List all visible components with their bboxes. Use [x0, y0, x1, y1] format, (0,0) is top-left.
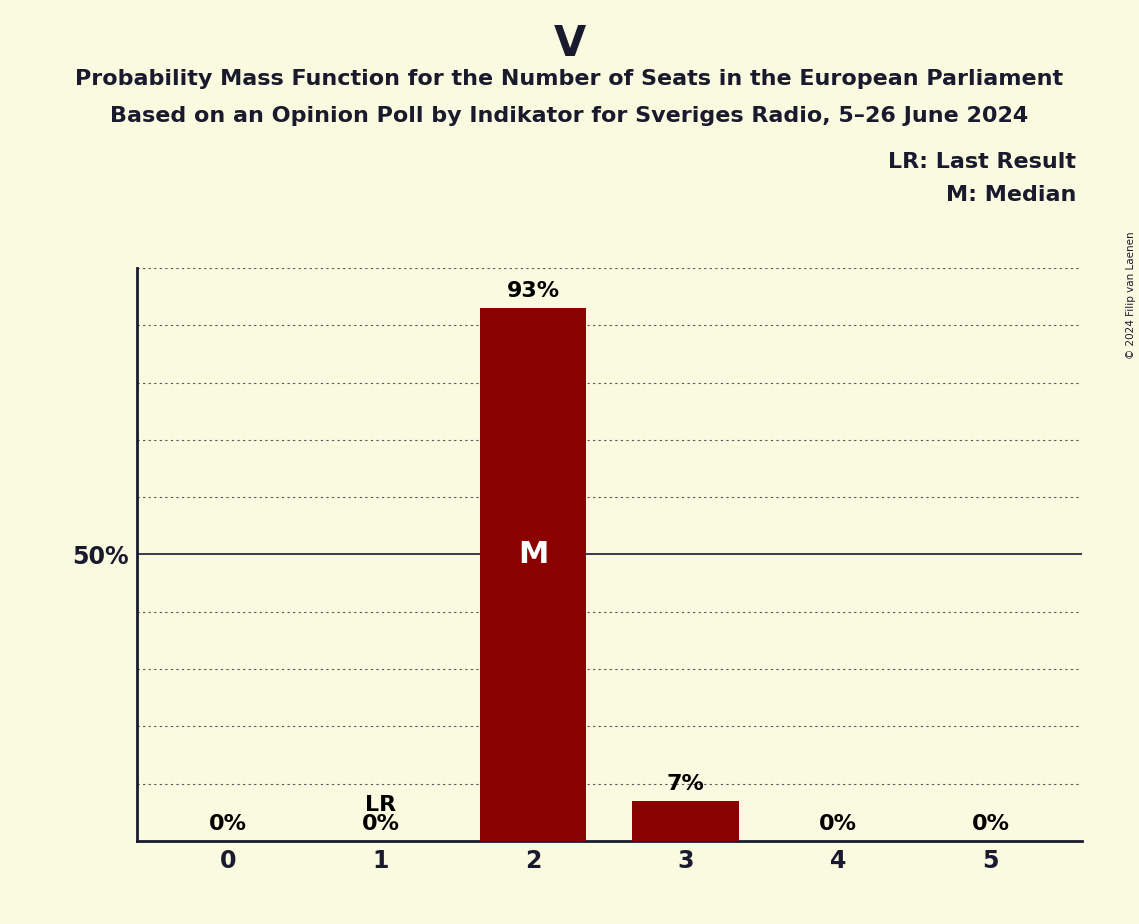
Bar	[480, 308, 587, 841]
Text: Based on an Opinion Poll by Indikator for Sveriges Radio, 5–26 June 2024: Based on an Opinion Poll by Indikator fo…	[110, 106, 1029, 127]
Text: M: Median: M: Median	[947, 185, 1076, 205]
Text: M: M	[518, 540, 548, 569]
Text: 93%: 93%	[507, 281, 559, 301]
Text: LR: Last Result: LR: Last Result	[888, 152, 1076, 173]
Text: LR: LR	[366, 795, 396, 815]
Text: 0%: 0%	[210, 814, 247, 834]
Text: V: V	[554, 23, 585, 65]
Text: Probability Mass Function for the Number of Seats in the European Parliament: Probability Mass Function for the Number…	[75, 69, 1064, 90]
Text: 0%: 0%	[972, 814, 1009, 834]
Text: 0%: 0%	[819, 814, 857, 834]
Text: 7%: 7%	[666, 774, 705, 794]
Bar	[632, 801, 739, 841]
Text: 0%: 0%	[362, 814, 400, 834]
Text: © 2024 Filip van Laenen: © 2024 Filip van Laenen	[1126, 231, 1136, 359]
